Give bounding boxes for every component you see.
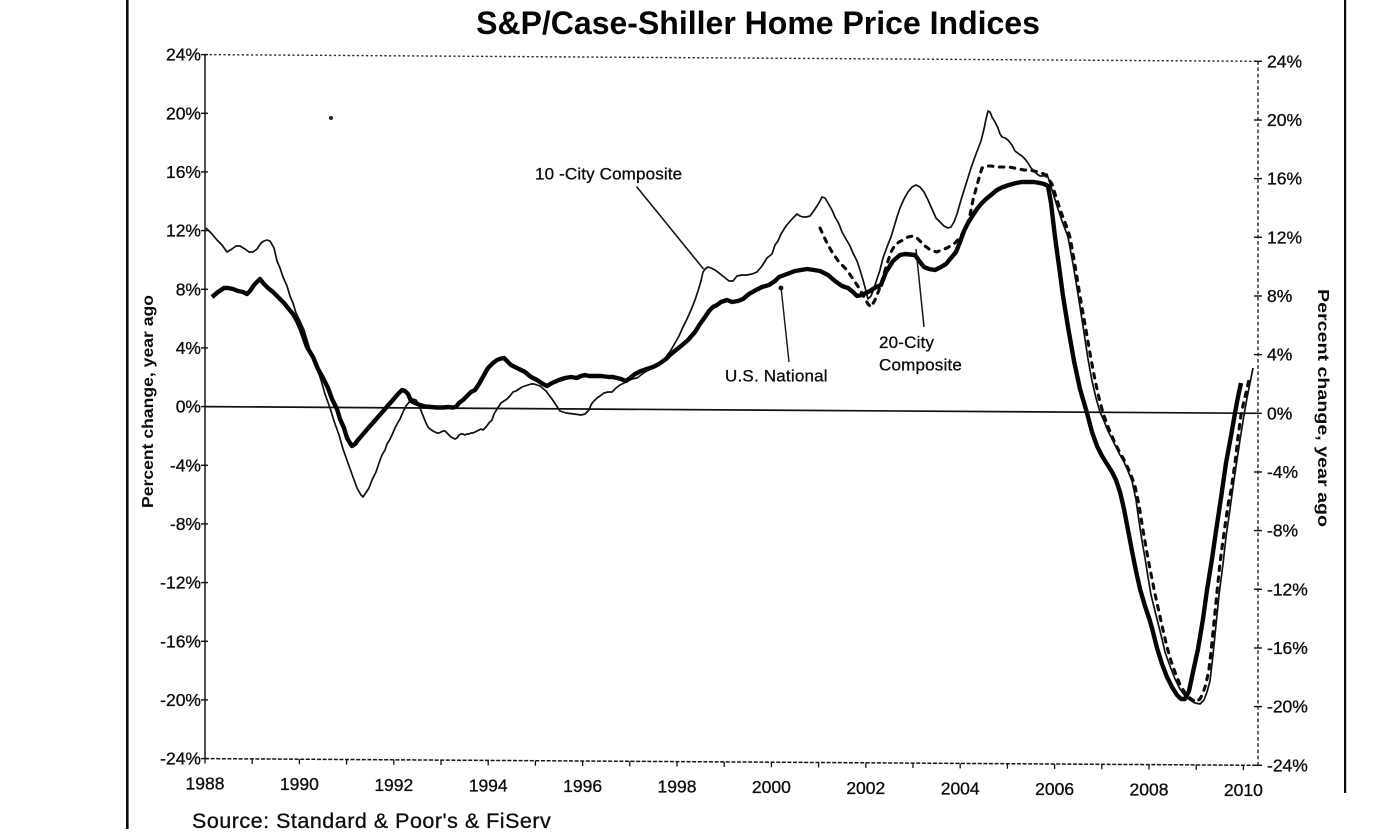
svg-text:-20%: -20% (160, 690, 201, 710)
svg-text:-12%: -12% (160, 573, 201, 593)
svg-text:1990: 1990 (280, 774, 319, 794)
svg-text:2010: 2010 (1224, 780, 1263, 800)
svg-text:U.S. National: U.S. National (725, 367, 828, 386)
svg-text:2006: 2006 (1035, 779, 1074, 799)
svg-text:12%: 12% (166, 221, 201, 241)
svg-text:Percent change, year ago: Percent change, year ago (1314, 289, 1331, 527)
svg-text:S&P/Case-Shiller Home Price In: S&P/Case-Shiller Home Price Indices (476, 5, 1040, 41)
svg-text:2004: 2004 (941, 778, 980, 798)
svg-text:-4%: -4% (170, 455, 201, 475)
svg-text:1992: 1992 (374, 775, 413, 795)
svg-text:20%: 20% (166, 103, 201, 123)
svg-text:-4%: -4% (1267, 462, 1298, 482)
svg-text:-24%: -24% (160, 749, 201, 769)
svg-text:-16%: -16% (160, 631, 201, 651)
svg-text:Composite: Composite (879, 356, 962, 375)
svg-text:1988: 1988 (186, 774, 225, 794)
svg-text:10 -City Composite: 10 -City Composite (535, 165, 682, 184)
svg-text:-12%: -12% (1267, 579, 1308, 599)
svg-text:-16%: -16% (1267, 638, 1308, 658)
svg-text:2002: 2002 (846, 778, 885, 798)
svg-text:0%: 0% (176, 397, 201, 417)
svg-text:-24%: -24% (1267, 755, 1308, 775)
svg-text:1996: 1996 (563, 776, 602, 796)
svg-text:16%: 16% (166, 162, 201, 182)
svg-text:-8%: -8% (170, 514, 201, 534)
svg-text:Source: Standard & Poor's & Fi: Source: Standard & Poor's & FiServ (192, 809, 551, 829)
svg-text:Percent change, year ago: Percent change, year ago (140, 295, 157, 508)
svg-text:20%: 20% (1267, 110, 1302, 130)
svg-text:12%: 12% (1267, 227, 1302, 247)
svg-text:1994: 1994 (469, 775, 508, 795)
svg-text:24%: 24% (1267, 51, 1302, 71)
svg-text:8%: 8% (176, 279, 201, 299)
svg-text:2008: 2008 (1130, 780, 1169, 800)
svg-text:-20%: -20% (1267, 697, 1308, 717)
svg-text:8%: 8% (1267, 286, 1292, 306)
svg-text:-8%: -8% (1267, 521, 1298, 541)
svg-text:2000: 2000 (752, 777, 791, 797)
svg-text:20-City: 20-City (879, 333, 935, 352)
svg-text:4%: 4% (1267, 345, 1292, 365)
svg-text:0%: 0% (1267, 403, 1292, 423)
svg-text:16%: 16% (1267, 169, 1302, 189)
svg-text:24%: 24% (166, 45, 201, 65)
svg-text:4%: 4% (176, 338, 201, 358)
svg-text:1998: 1998 (658, 777, 697, 797)
